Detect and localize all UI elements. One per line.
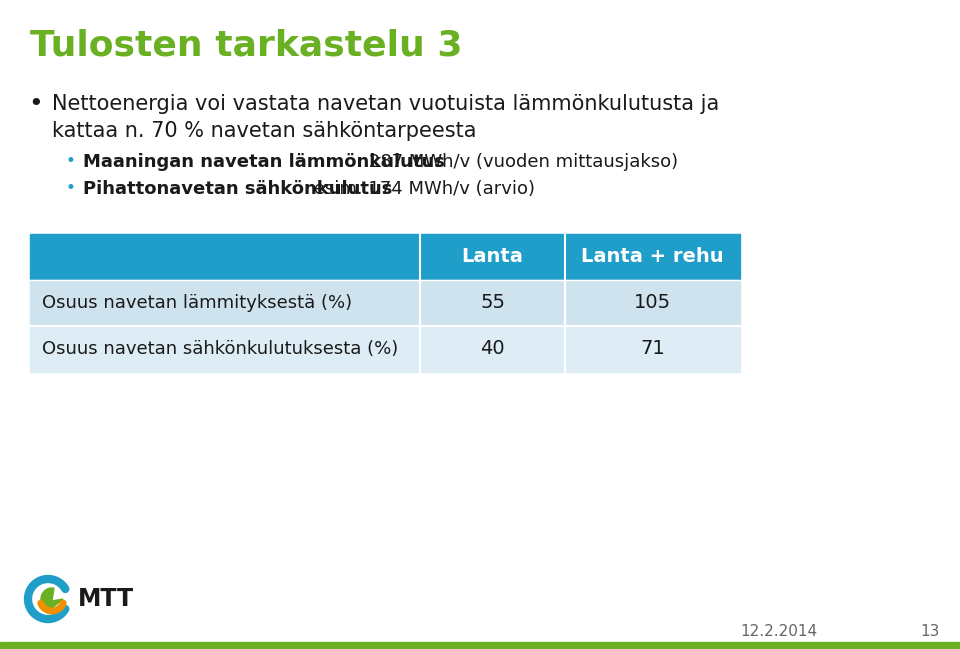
Text: •: • xyxy=(65,179,75,197)
Text: kattaa n. 70 % navetan sähköntarpeesta: kattaa n. 70 % navetan sähköntarpeesta xyxy=(52,121,476,141)
Bar xyxy=(30,280,420,326)
Text: 13: 13 xyxy=(920,624,940,639)
Text: MTT: MTT xyxy=(78,587,134,611)
Text: 105: 105 xyxy=(634,293,671,313)
Bar xyxy=(0,642,960,649)
Text: esim. 174 MWh/v (arvio): esim. 174 MWh/v (arvio) xyxy=(308,180,535,198)
Text: Tulosten tarkastelu 3: Tulosten tarkastelu 3 xyxy=(30,29,463,63)
Text: 55: 55 xyxy=(480,293,505,313)
Text: Pihattonavetan sähkönkulutus: Pihattonavetan sähkönkulutus xyxy=(83,180,393,198)
Text: 12.2.2014: 12.2.2014 xyxy=(740,624,817,639)
Text: Lanta + rehu: Lanta + rehu xyxy=(581,247,724,267)
Text: Lanta: Lanta xyxy=(462,247,523,267)
Text: •: • xyxy=(65,152,75,170)
Text: •: • xyxy=(28,92,43,116)
Bar xyxy=(420,234,565,280)
Text: 71: 71 xyxy=(640,339,665,358)
Polygon shape xyxy=(41,588,63,610)
Text: Maaningan navetan lämmönkulutus: Maaningan navetan lämmönkulutus xyxy=(83,153,444,171)
Text: Osuus navetan lämmityksestä (%): Osuus navetan lämmityksestä (%) xyxy=(42,294,352,312)
Text: 40: 40 xyxy=(480,339,505,358)
Bar xyxy=(565,326,740,372)
Bar xyxy=(565,234,740,280)
Bar xyxy=(30,234,420,280)
Text: Osuus navetan sähkönkulutuksesta (%): Osuus navetan sähkönkulutuksesta (%) xyxy=(42,340,398,358)
Bar xyxy=(565,280,740,326)
Text: 287 MWh/v (vuoden mittausjakso): 287 MWh/v (vuoden mittausjakso) xyxy=(363,153,678,171)
Bar xyxy=(30,326,420,372)
Bar xyxy=(420,326,565,372)
Text: Nettoenergia voi vastata navetan vuotuista lämmönkulutusta ja: Nettoenergia voi vastata navetan vuotuis… xyxy=(52,94,719,114)
Bar xyxy=(420,280,565,326)
